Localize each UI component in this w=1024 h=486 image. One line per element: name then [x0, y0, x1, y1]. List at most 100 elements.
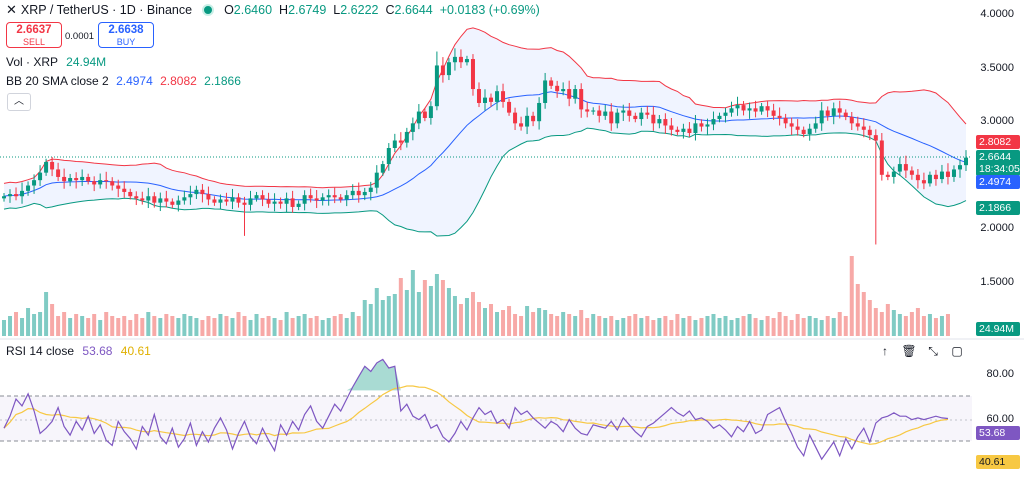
- volume-bar: [753, 318, 758, 336]
- candle-body: [964, 157, 968, 166]
- candle-body: [254, 195, 259, 199]
- volume-bar: [470, 292, 475, 336]
- candle-body: [194, 189, 199, 195]
- volume-legend[interactable]: Vol · XRP 24.94M: [6, 55, 106, 69]
- bollinger-mid-value: 2.4974: [116, 74, 153, 88]
- candle-body: [819, 110, 824, 124]
- candle-body: [38, 172, 43, 181]
- volume-bar: [549, 314, 554, 336]
- candle: [302, 190, 307, 211]
- candle-body: [182, 197, 187, 201]
- trash-icon[interactable]: 🗑: [901, 344, 917, 358]
- volume-value: 24.94M: [66, 55, 107, 69]
- volume-bar: [813, 318, 818, 336]
- volume-bar: [260, 318, 265, 336]
- arrow-up-icon[interactable]: ↑: [882, 344, 888, 358]
- maximize-icon[interactable]: ▢: [951, 344, 963, 358]
- candle: [80, 169, 85, 186]
- candle-body: [531, 115, 536, 122]
- candle-body: [224, 199, 229, 202]
- volume-bar: [639, 318, 644, 336]
- candle: [308, 188, 313, 203]
- volume-bar: [386, 296, 391, 336]
- volume-bar: [74, 314, 79, 336]
- sell-button[interactable]: 2.6637 SELL: [6, 22, 62, 48]
- volume-bar: [206, 316, 211, 336]
- candle: [555, 80, 560, 98]
- collapse-legend-button[interactable]: ︿: [7, 93, 31, 111]
- bollinger-lower-line: [3, 127, 967, 237]
- candle-body: [579, 89, 584, 110]
- candle: [452, 48, 457, 71]
- candle: [236, 193, 241, 208]
- volume-bar: [44, 292, 49, 336]
- candle-body: [290, 198, 295, 207]
- rsi-legend[interactable]: RSI 14 close 53.68 40.61: [6, 344, 151, 358]
- volume-bar: [771, 318, 776, 336]
- bollinger-lower-value: 2.1866: [204, 74, 241, 88]
- volume-bar: [621, 318, 626, 336]
- candle-body: [206, 194, 211, 200]
- candle: [296, 200, 301, 211]
- volume-bar: [86, 318, 91, 336]
- volume-bar: [783, 316, 788, 336]
- candle: [158, 192, 163, 212]
- candle: [819, 102, 824, 131]
- candle: [825, 106, 830, 121]
- candle-body: [242, 202, 247, 205]
- volume-bar: [338, 314, 343, 336]
- collapse-icon[interactable]: ⤡: [928, 344, 938, 358]
- candle-body: [855, 123, 860, 127]
- volume-bar: [350, 312, 355, 336]
- candle: [795, 119, 800, 136]
- candle-body: [927, 174, 932, 184]
- candle: [753, 100, 758, 118]
- volume-bar: [434, 274, 439, 336]
- bollinger-legend[interactable]: BB 20 SMA close 2 2.4974 2.8082 2.1866: [6, 74, 241, 88]
- buy-button[interactable]: 2.6638 BUY: [98, 22, 154, 48]
- volume-bar: [290, 318, 295, 336]
- xrp-logo-icon[interactable]: ✕: [6, 2, 17, 17]
- candle: [332, 187, 337, 204]
- volume-bar: [122, 316, 127, 336]
- volume-bar: [362, 300, 367, 336]
- candle: [290, 190, 295, 213]
- volume-bar: [681, 318, 686, 336]
- candle-body: [422, 111, 427, 118]
- symbol-title[interactable]: XRP / TetherUS · 1D · Binance: [20, 3, 193, 17]
- volume-bar: [422, 280, 427, 336]
- volume-bar: [158, 318, 163, 336]
- volume-bar: [825, 316, 830, 336]
- candle-body: [915, 174, 920, 181]
- price-tick: 3.0000: [980, 115, 1014, 127]
- candle-body: [777, 115, 782, 118]
- volume-bar: [831, 318, 836, 336]
- candle-body: [945, 171, 950, 177]
- candle: [8, 189, 13, 203]
- candle-body: [98, 180, 103, 185]
- candle: [224, 192, 229, 206]
- candle-body: [326, 195, 331, 198]
- candle-body: [519, 123, 524, 127]
- candle: [495, 85, 500, 111]
- volume-bar: [699, 318, 704, 336]
- candle-body: [200, 189, 205, 195]
- candle-body: [765, 106, 770, 111]
- rsi-moving-average-line: [3, 385, 949, 445]
- candle: [813, 116, 818, 133]
- price-tick: 1.5000: [980, 276, 1014, 288]
- candle-body: [332, 195, 337, 198]
- volume-bar: [735, 318, 740, 336]
- volume-bar: [476, 302, 481, 336]
- candle-body: [236, 197, 241, 203]
- candle: [549, 77, 554, 90]
- candle: [428, 101, 433, 125]
- candle-body: [723, 112, 728, 116]
- candle-body: [825, 110, 830, 116]
- volume-bar: [897, 314, 902, 336]
- volume-bar: [200, 320, 205, 336]
- volume-bar: [885, 304, 890, 336]
- candle: [464, 55, 469, 66]
- candle: [320, 193, 325, 206]
